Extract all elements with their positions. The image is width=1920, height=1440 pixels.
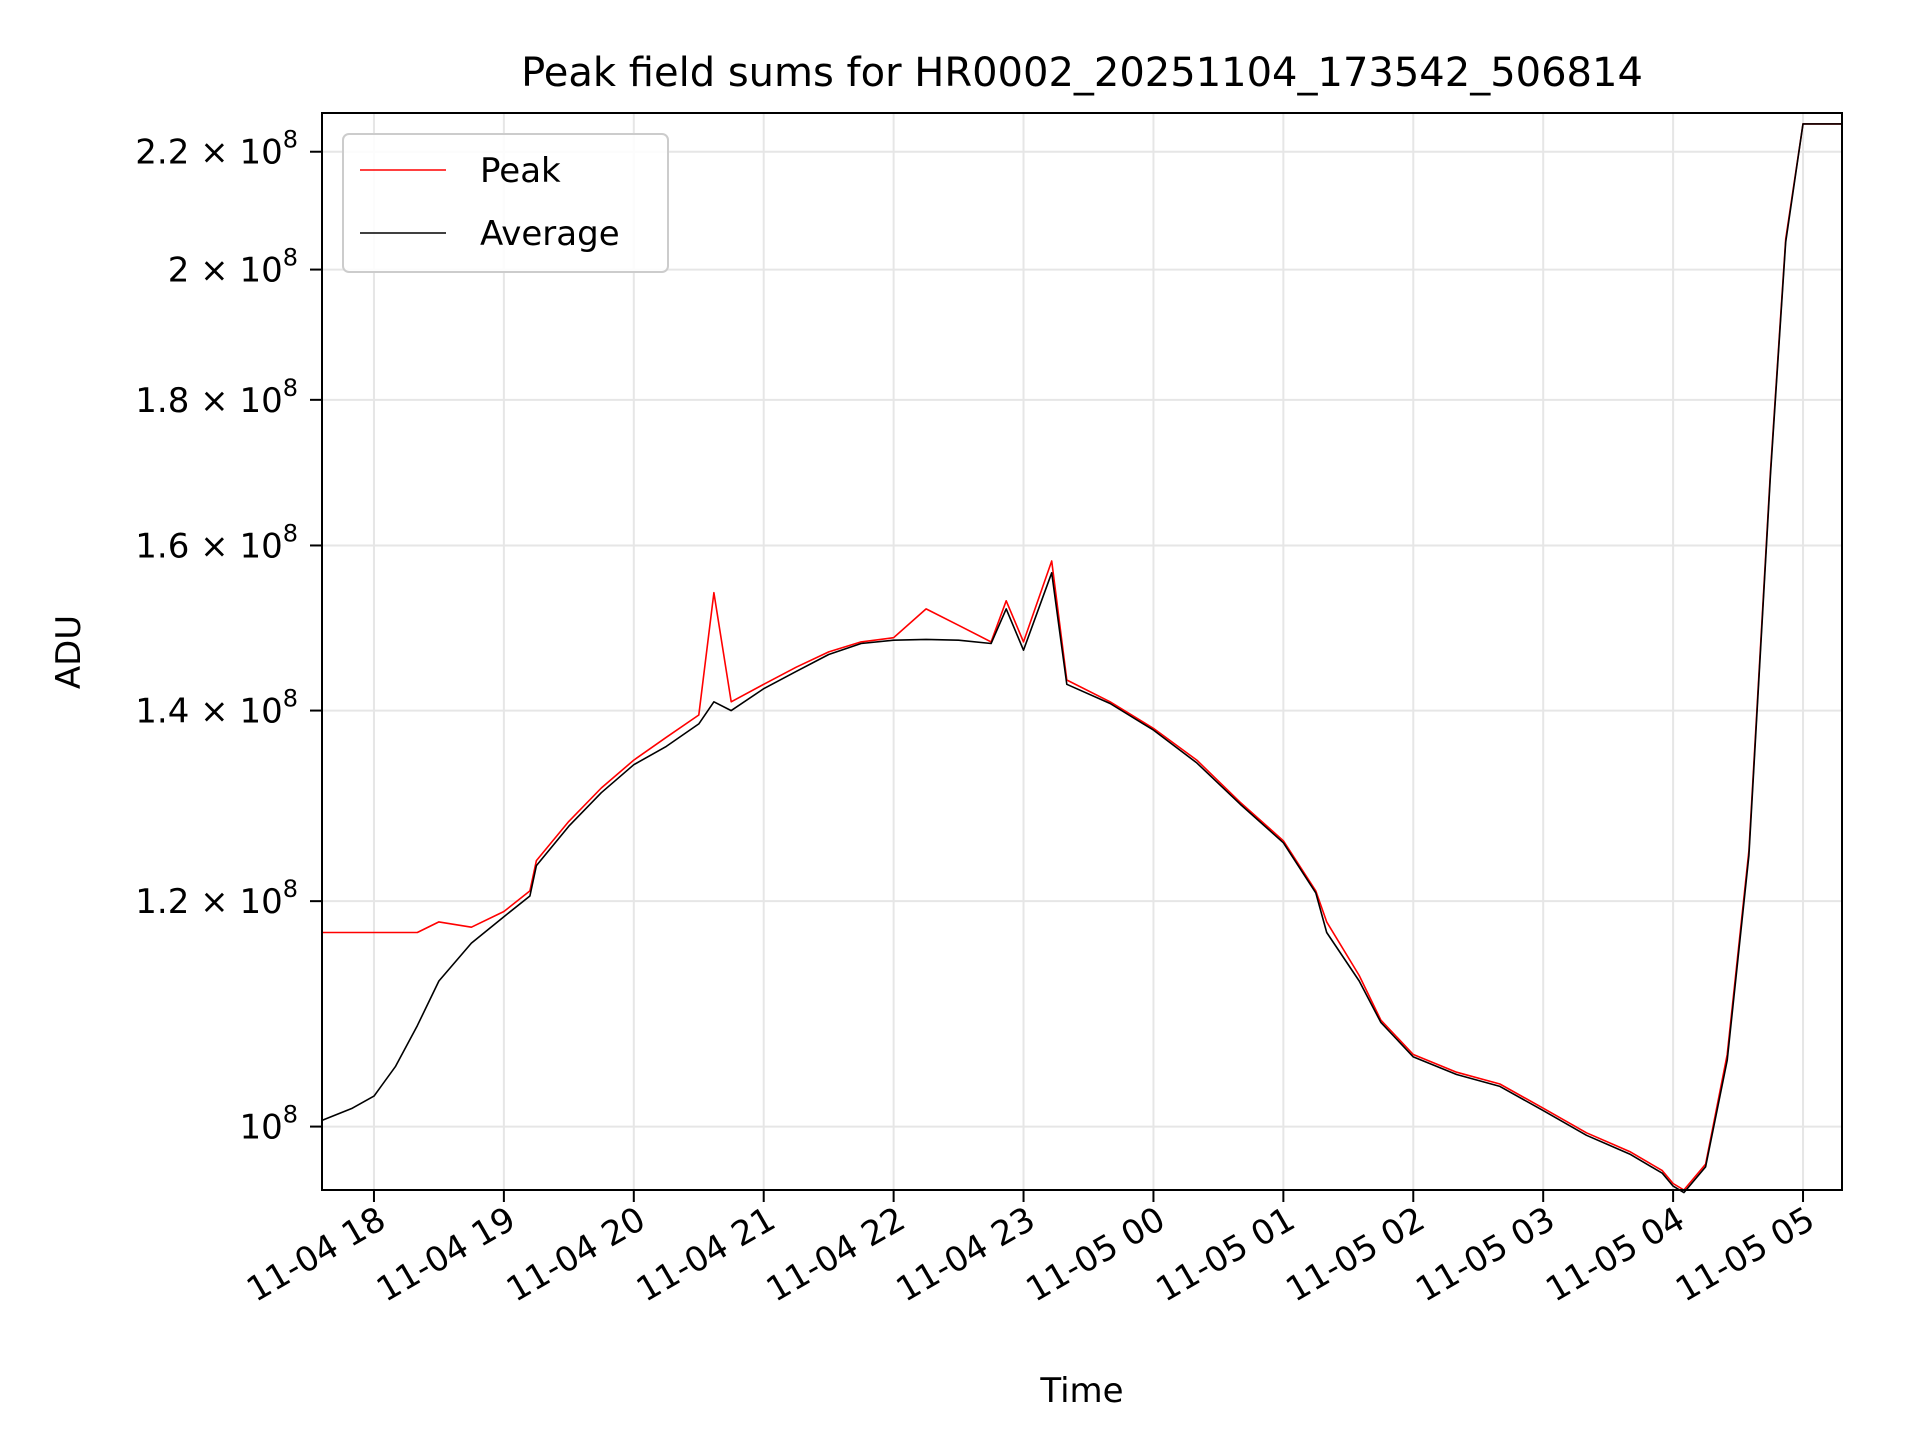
plot-area xyxy=(322,113,1842,1190)
series-lines xyxy=(321,123,1842,1194)
legend-label-average: Average xyxy=(480,214,620,254)
y-tick-label: 2.2 × 108 xyxy=(135,126,298,173)
legend-label-peak: Peak xyxy=(480,151,561,191)
series-line-peak xyxy=(322,123,1842,1191)
y-axis-ticks: 108 1.2 × 108 1.4 × 108 1.6 × 108 1.8 × 108 2… xyxy=(135,126,322,1148)
y-tick-label: 1.8 × 108 xyxy=(135,374,298,421)
y-tick-label: 1.6 × 108 xyxy=(135,519,298,566)
x-axis-label: Time xyxy=(1039,1371,1123,1411)
y-tick-label: 2 × 108 xyxy=(168,244,298,291)
series-line-average xyxy=(321,123,1842,1194)
legend-box xyxy=(342,133,669,273)
grid xyxy=(322,113,1842,1190)
y-axis-label: ADU xyxy=(49,615,89,689)
chart-title: Peak field sums for HR0002_20251104_1735… xyxy=(521,50,1643,96)
y-tick-label: 1.2 × 108 xyxy=(135,875,298,922)
y-tick-label: 108 xyxy=(239,1101,298,1148)
plot-frame xyxy=(321,112,1843,1191)
y-tick-label: 1.4 × 108 xyxy=(135,685,298,732)
legend: Peak Average xyxy=(342,133,669,273)
